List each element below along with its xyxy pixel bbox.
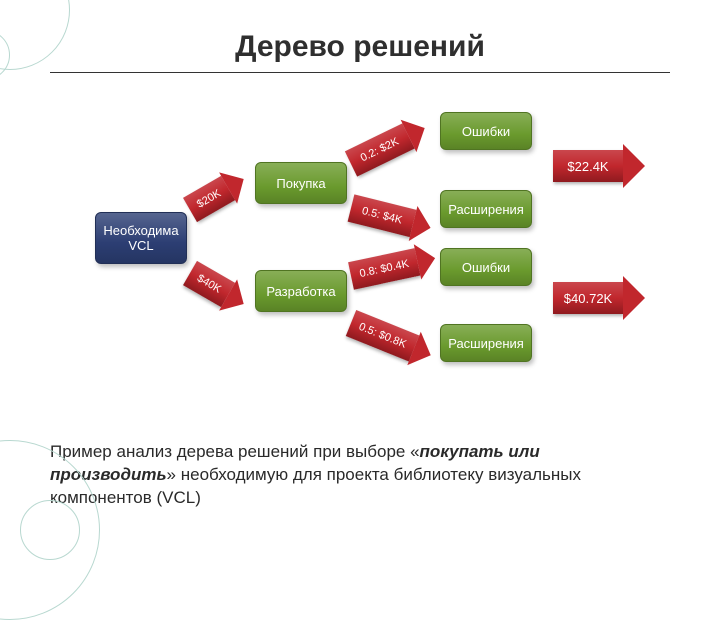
tree-node: Расширения (440, 190, 532, 228)
result-label: $40.72K (553, 282, 623, 314)
tree-arrow: 0.5: $0.8K (344, 306, 437, 372)
caption-prefix: Пример анализ дерева решений при выборе … (50, 442, 420, 461)
arrow-label: 0.5: $4K (348, 194, 417, 237)
tree-node: Ошибки (440, 248, 532, 286)
result-label: $22.4K (553, 150, 623, 182)
arrow-label: 0.2: $2K (345, 123, 415, 176)
tree-node: Ошибки (440, 112, 532, 150)
tree-arrow: 0.2: $2K (343, 112, 432, 180)
tree-node: Расширения (440, 324, 532, 362)
tree-node: Разработка (255, 270, 347, 312)
tree-node: Покупка (255, 162, 347, 204)
tree-arrow: $20K (181, 163, 253, 225)
arrow-head-icon (623, 276, 645, 320)
page-title: Дерево решений (0, 30, 720, 64)
tree-arrow: 0.8: $0.4K (347, 241, 439, 294)
caption: Пример анализ дерева решений при выборе … (50, 441, 670, 510)
arrow-head-icon (623, 144, 645, 188)
arrow-label: 0.5: $0.8K (346, 310, 420, 361)
tree-arrow: 0.5: $4K (347, 191, 435, 246)
result-arrow: $22.4K (553, 144, 645, 188)
decision-tree-diagram: Необходима VCL$20KПокупка$40KРазработка0… (95, 90, 630, 380)
title-underline (50, 72, 670, 73)
result-arrow: $40.72K (553, 276, 645, 320)
tree-node: Необходима VCL (95, 212, 187, 264)
tree-arrow: $40K (181, 257, 253, 319)
decor-circle (20, 500, 80, 560)
arrow-label: 0.8: $0.4K (348, 248, 420, 290)
